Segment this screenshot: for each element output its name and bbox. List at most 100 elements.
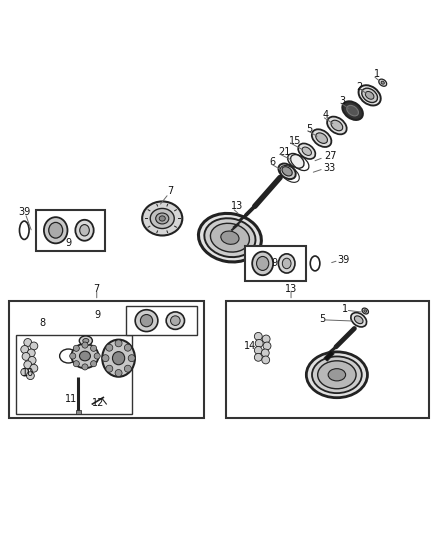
Text: 14: 14 — [244, 341, 257, 351]
Circle shape — [91, 345, 97, 351]
Ellipse shape — [170, 316, 180, 326]
Ellipse shape — [359, 85, 381, 106]
Ellipse shape — [282, 167, 292, 176]
Text: 9: 9 — [272, 258, 278, 268]
Text: 7: 7 — [167, 186, 173, 196]
Bar — [9, 301, 204, 418]
Ellipse shape — [49, 222, 63, 238]
Bar — [16, 335, 132, 414]
Bar — [35, 210, 105, 251]
Circle shape — [21, 368, 28, 376]
Bar — [245, 246, 306, 281]
Circle shape — [255, 340, 263, 348]
Ellipse shape — [379, 79, 387, 86]
Text: 8: 8 — [39, 318, 45, 328]
Ellipse shape — [79, 336, 92, 345]
Bar — [127, 306, 197, 335]
Ellipse shape — [312, 130, 332, 147]
Circle shape — [102, 354, 109, 362]
Circle shape — [94, 353, 100, 359]
Bar — [226, 301, 428, 418]
Ellipse shape — [198, 213, 261, 262]
Ellipse shape — [141, 314, 152, 327]
Ellipse shape — [80, 351, 90, 361]
Ellipse shape — [80, 224, 89, 236]
Text: 7: 7 — [94, 284, 100, 294]
Circle shape — [262, 335, 270, 343]
Ellipse shape — [283, 258, 291, 269]
Circle shape — [115, 340, 122, 347]
Text: 27: 27 — [324, 151, 336, 161]
Ellipse shape — [102, 340, 135, 377]
Text: 3: 3 — [339, 96, 346, 107]
Ellipse shape — [331, 120, 343, 131]
Polygon shape — [324, 350, 334, 361]
Circle shape — [124, 365, 131, 372]
Ellipse shape — [142, 201, 182, 236]
Circle shape — [115, 369, 122, 376]
Circle shape — [106, 365, 113, 372]
Circle shape — [21, 345, 28, 353]
Ellipse shape — [252, 252, 273, 275]
Polygon shape — [235, 219, 245, 229]
Text: 9: 9 — [95, 310, 101, 320]
Ellipse shape — [279, 164, 296, 179]
Ellipse shape — [298, 143, 315, 159]
Text: 39: 39 — [338, 255, 350, 264]
Ellipse shape — [166, 312, 184, 329]
Ellipse shape — [316, 133, 328, 143]
Ellipse shape — [302, 147, 311, 156]
Circle shape — [254, 353, 262, 361]
Text: 9: 9 — [65, 238, 71, 248]
Ellipse shape — [71, 344, 99, 368]
Circle shape — [82, 342, 88, 348]
Circle shape — [28, 357, 36, 364]
Ellipse shape — [347, 106, 358, 116]
Circle shape — [73, 345, 79, 351]
Ellipse shape — [75, 220, 94, 241]
Ellipse shape — [343, 101, 363, 120]
Text: 5: 5 — [306, 124, 313, 134]
Circle shape — [27, 349, 35, 357]
Ellipse shape — [328, 369, 346, 381]
Circle shape — [261, 349, 269, 357]
Ellipse shape — [364, 310, 367, 312]
Circle shape — [124, 344, 131, 351]
Ellipse shape — [44, 217, 67, 244]
Circle shape — [106, 344, 113, 351]
Ellipse shape — [365, 92, 374, 99]
Text: 21: 21 — [278, 147, 290, 157]
Circle shape — [26, 372, 34, 379]
Ellipse shape — [362, 88, 378, 102]
Circle shape — [30, 342, 38, 350]
Circle shape — [254, 346, 262, 354]
Ellipse shape — [83, 338, 89, 343]
Circle shape — [70, 353, 76, 359]
Circle shape — [91, 361, 97, 367]
Circle shape — [73, 361, 79, 367]
Circle shape — [263, 342, 271, 350]
Circle shape — [128, 354, 135, 362]
Circle shape — [254, 333, 262, 340]
Ellipse shape — [279, 254, 295, 273]
Text: 33: 33 — [324, 163, 336, 173]
Text: 10: 10 — [21, 368, 34, 378]
Text: 12: 12 — [92, 398, 105, 408]
Ellipse shape — [159, 216, 165, 221]
Ellipse shape — [318, 361, 356, 389]
Ellipse shape — [221, 231, 239, 244]
Ellipse shape — [327, 117, 347, 134]
Ellipse shape — [205, 218, 255, 257]
Ellipse shape — [351, 312, 367, 327]
Circle shape — [22, 352, 30, 360]
Circle shape — [30, 364, 38, 372]
Ellipse shape — [257, 256, 269, 270]
Text: 2: 2 — [356, 82, 362, 92]
Ellipse shape — [312, 357, 362, 393]
Text: 6: 6 — [269, 157, 276, 167]
Text: 13: 13 — [285, 284, 297, 294]
Circle shape — [82, 364, 88, 370]
Text: 5: 5 — [319, 314, 326, 324]
Text: 1: 1 — [342, 304, 348, 314]
Ellipse shape — [113, 352, 125, 365]
